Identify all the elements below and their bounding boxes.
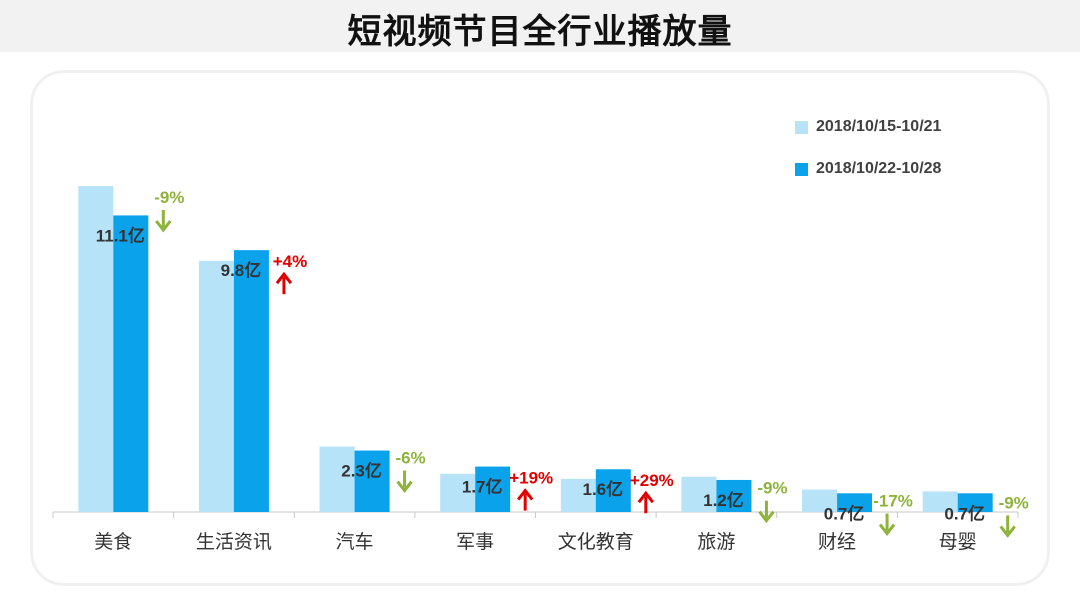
bar-prev-2 <box>319 446 355 512</box>
bar-curr-2 <box>354 450 390 512</box>
arrow-down-head-icon <box>999 525 1016 538</box>
x-tick-label: 旅游 <box>697 531 735 553</box>
change-label: +29% <box>630 471 674 490</box>
data-label: 11.1亿 <box>96 225 145 245</box>
bar-prev-4 <box>560 478 596 512</box>
change-label: +4% <box>273 252 308 271</box>
chart-title: 短视频节目全行业播放量 <box>347 12 733 52</box>
bar-curr-1 <box>233 250 269 513</box>
legend-swatch-curr <box>795 162 808 176</box>
bar-curr-4 <box>595 469 631 512</box>
arrow-down-head-icon <box>396 480 413 493</box>
data-label: 1.6亿 <box>582 479 623 499</box>
data-label: 9.8亿 <box>221 260 262 280</box>
x-tick-label: 汽车 <box>336 531 374 553</box>
bar-curr-0 <box>113 215 149 512</box>
bar-prev-6 <box>802 489 838 512</box>
x-tick-label: 文化教育 <box>558 531 634 553</box>
arrow-down-head-icon <box>758 510 775 524</box>
bar-prev-3 <box>440 473 476 512</box>
change-label: -9% <box>154 188 184 207</box>
bar-curr-7 <box>957 493 993 512</box>
arrow-up-head-icon <box>275 271 293 285</box>
change-label: +19% <box>509 469 553 488</box>
legend-label-prev: 2018/10/15-10/21 <box>816 118 942 135</box>
bar-prev-5 <box>681 476 717 512</box>
bar-curr-3 <box>475 466 511 512</box>
bar-curr-5 <box>716 479 752 512</box>
arrow-down-head-icon <box>878 523 896 536</box>
legend-item-prev[interactable]: 2018/10/15-10/21 <box>795 118 941 136</box>
data-label: 1.7亿 <box>462 477 503 497</box>
change-label: -6% <box>395 449 425 468</box>
bar-prev-1 <box>198 260 234 512</box>
arrow-up-head-icon <box>517 488 534 501</box>
x-tick-label: 母婴 <box>939 531 977 553</box>
legend-item-curr[interactable]: 2018/10/22-10/28 <box>795 160 941 178</box>
x-tick-label: 美食 <box>94 531 132 553</box>
legend-label-curr: 2018/10/22-10/28 <box>816 160 942 177</box>
bar-prev-0 <box>78 186 114 513</box>
data-label: 2.3亿 <box>341 461 382 481</box>
arrow-up-head-icon <box>637 490 654 504</box>
x-tick-label: 财经 <box>818 531 856 553</box>
change-label: -17% <box>873 492 913 511</box>
data-label: 0.7亿 <box>824 503 865 523</box>
bar-curr-6 <box>837 493 873 512</box>
change-label: -9% <box>757 479 787 498</box>
x-tick-label: 生活资讯 <box>196 531 272 553</box>
legend-swatch-prev <box>795 120 808 134</box>
bar-prev-7 <box>922 491 958 512</box>
data-label: 0.7亿 <box>944 503 985 523</box>
change-label: -9% <box>999 493 1029 512</box>
title-band <box>0 0 1080 52</box>
data-label: 1.2亿 <box>703 490 744 510</box>
arrow-down-head-icon <box>155 220 172 233</box>
x-tick-label: 军事 <box>456 531 494 553</box>
